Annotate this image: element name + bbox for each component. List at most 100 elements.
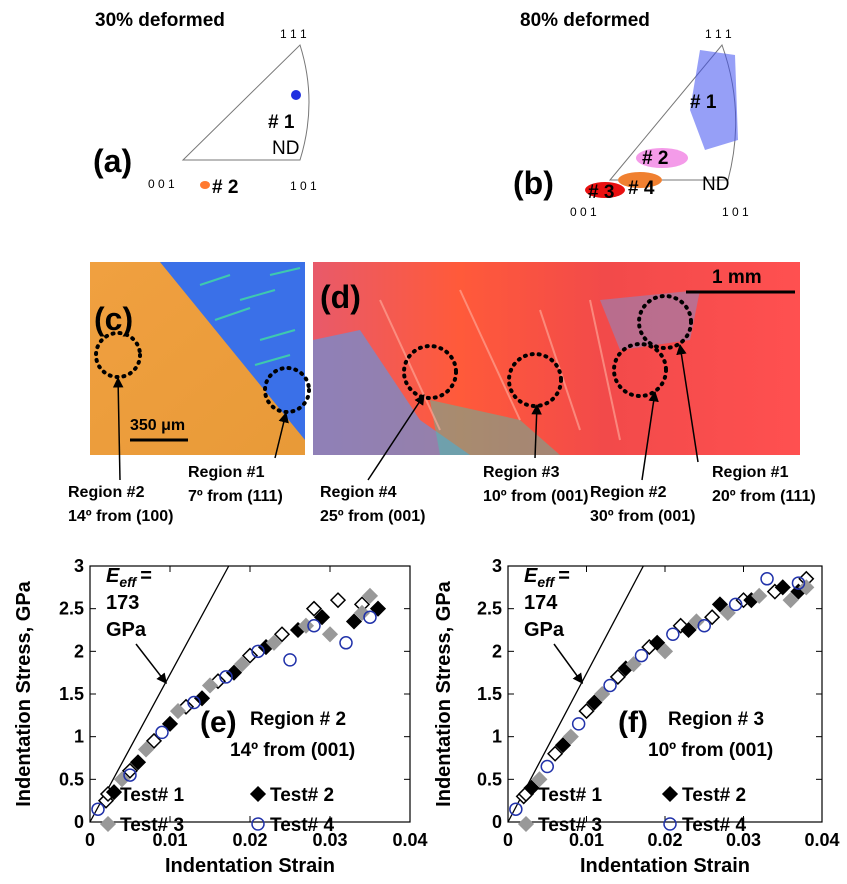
x-tick-label: 0.01 [569,830,604,850]
group-label: # 1 [268,112,295,133]
panel-label: (d) [320,279,361,315]
x-tick-label: 0.04 [392,830,427,850]
y-tick-label: 2.5 [477,599,502,619]
orientation-cluster [291,90,301,100]
point [241,647,259,664]
point [113,771,131,788]
point [719,604,736,621]
x-tick-label: 0.03 [312,830,347,850]
region-orientation: 25º from (001) [320,508,425,525]
point [791,576,806,590]
axis-label: ND [272,138,299,159]
legend-label: Test# 3 [120,815,184,836]
scale-bar-label: 350 μm [130,417,185,434]
chart: 0 0.5 1 1.5 2 2.5 3 0 0.01 0.02 0.03 0.04 Indentatio… [433,556,840,877]
pole-label: 1 1 1 [705,27,732,41]
legend-marker [661,785,679,803]
stereo-triangle [181,44,310,161]
modulus-line [89,565,230,823]
panel-label: (e) [200,706,237,739]
point [225,664,243,681]
annotation-modulus: 173 [106,592,139,614]
y-tick-label: 0.5 [59,769,84,789]
point [145,732,163,749]
arrow [676,343,699,463]
legend-label: Test# 1 [120,785,185,806]
point [509,802,523,816]
x-axis-label: Indentation Strain [165,855,335,877]
region-name: Region #1 [188,464,265,481]
legend-label: Test# 1 [538,785,603,806]
pole-label: 1 1 1 [280,27,307,41]
annotation-symbol: E [524,565,538,587]
y-tick-label: 2.5 [59,599,84,619]
region-orientation: 7º from (111) [188,488,283,505]
point [321,626,339,643]
group-label: # 1 [690,92,717,113]
annotation-equals: = [140,565,152,587]
point [728,597,743,612]
y-tick-label: 2 [492,641,502,661]
legend-label: Test# 4 [682,815,747,836]
point [353,604,371,621]
point [649,634,666,651]
group-label: # 2 [212,177,238,198]
point [161,715,179,732]
point [307,618,321,633]
region-orientation: 20º from (111) [712,488,816,505]
point [273,626,291,643]
scale-bar-label: 1 mm [712,267,762,288]
orientation-cluster [618,172,662,188]
point [688,613,705,630]
y-tick-label: 0 [74,812,84,832]
x-tick-label: 0.01 [152,830,187,850]
point [586,694,603,711]
point [329,592,347,609]
pole-label: 0 0 1 [570,205,597,219]
annotation-unit: GPa [524,619,565,641]
pole-label: 1 0 1 [290,179,317,193]
point [760,572,774,586]
orientation-cluster [636,148,688,168]
legend-label: Test# 4 [270,815,335,836]
region-name: Region #3 [483,464,560,481]
point [562,728,579,745]
point [697,618,711,633]
point [578,703,595,720]
legend-marker [251,817,265,831]
region-orientation: 14º from (100) [68,508,173,525]
point [554,737,572,754]
point [711,596,729,613]
grain [430,400,560,455]
chart: 0 0.5 1 1.5 2 2.5 3 0 0.01 0.02 0.03 0.04 Indentatio… [13,556,428,877]
point [547,745,564,762]
point [283,653,297,667]
point [704,609,721,626]
x-tick-label: 0 [503,830,513,850]
legend-marker [517,815,535,833]
y-tick-label: 1.5 [59,684,84,704]
legend-label: Test# 3 [538,815,602,836]
pole-label: 0 0 1 [148,177,175,191]
point [187,695,201,710]
y-tick-label: 0.5 [477,769,502,789]
point [155,725,169,740]
x-tick-label: 0.02 [232,830,267,850]
axis-label: ND [702,174,729,195]
point [625,656,642,673]
point [201,677,219,694]
point [305,600,323,617]
y-tick-label: 1 [492,727,502,747]
point [751,587,768,604]
orientation-cluster [200,181,210,189]
pole-label: 1 0 1 [722,205,749,219]
panel-label: (a) [93,143,132,179]
legend-label: Test# 2 [682,785,746,806]
arrow [367,394,425,481]
point [121,762,139,779]
legend-marker [99,815,117,833]
texture [199,267,301,366]
texture [379,289,621,441]
arrow [274,411,289,459]
